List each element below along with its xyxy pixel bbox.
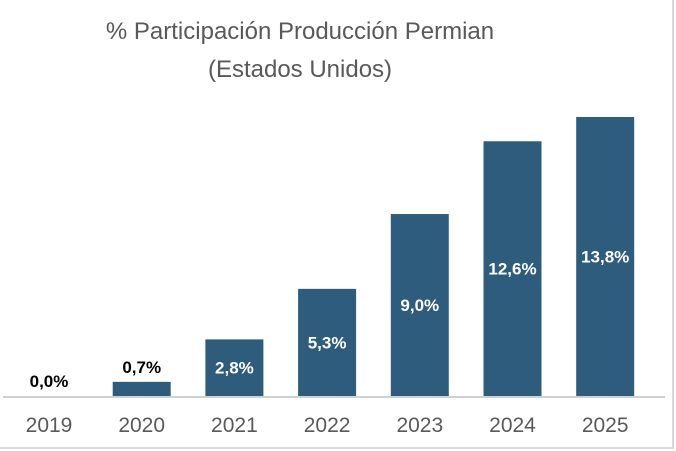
bar-2023 <box>390 214 449 396</box>
x-tick-label-2024: 2024 <box>489 414 536 437</box>
data-label-2019: 0,0% <box>30 372 69 391</box>
x-tick-label-2020: 2020 <box>118 414 165 437</box>
bar-2024 <box>483 141 542 396</box>
data-label-2024: 12,6% <box>488 260 536 279</box>
data-label-2023: 9,0% <box>400 296 439 315</box>
x-tick-label-2021: 2021 <box>211 414 258 437</box>
x-tick-label-2025: 2025 <box>582 414 629 437</box>
data-label-2020: 0,7% <box>122 358 161 377</box>
bar-2025 <box>576 117 635 396</box>
bar-2022 <box>298 288 357 396</box>
data-label-2025: 13,8% <box>581 248 629 267</box>
chart-title: % Participación Producción Permian <box>105 18 495 45</box>
bar-2020 <box>112 381 171 396</box>
data-label-2022: 5,3% <box>308 333 347 352</box>
chart-subtitle: (Estados Unidos) <box>207 56 393 83</box>
x-tick-label-2019: 2019 <box>26 414 73 437</box>
bar-2021 <box>205 339 264 396</box>
x-tick-label-2022: 2022 <box>304 414 351 437</box>
data-label-2021: 2,8% <box>215 359 254 378</box>
x-tick-label-2023: 2023 <box>396 414 443 437</box>
